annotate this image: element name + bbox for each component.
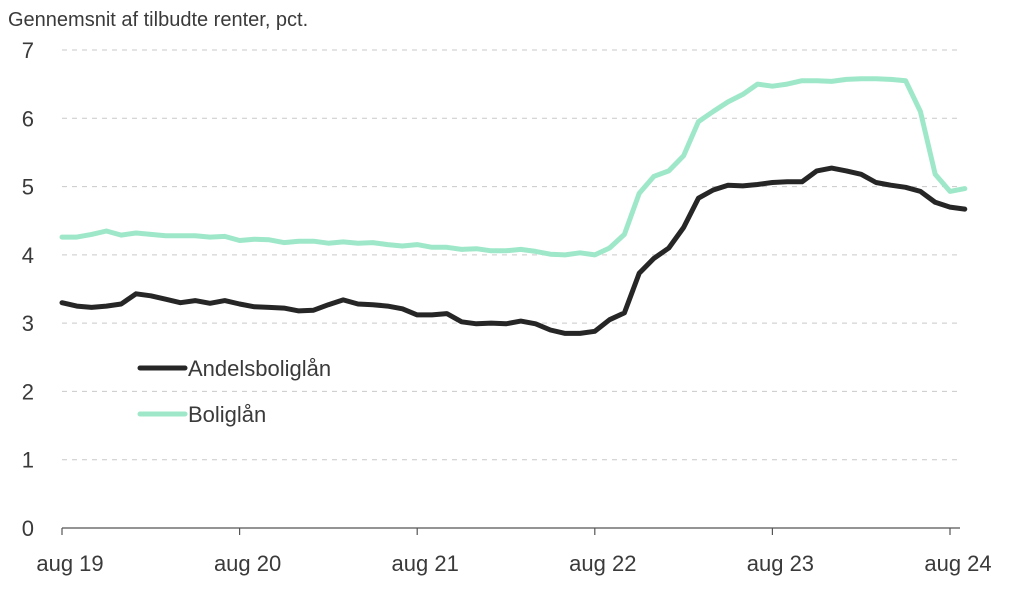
y-tick-label: 2: [22, 379, 34, 404]
y-tick-label: 5: [22, 175, 34, 200]
grid: [62, 49, 960, 461]
legend: Andelsboliglån Boliglån: [137, 356, 331, 427]
y-tick-label: 0: [22, 516, 34, 541]
series-line-andelsboliglaan: [59, 165, 968, 336]
x-tick-label: aug 22: [569, 551, 636, 576]
x-tick-label: aug 19: [36, 551, 103, 576]
x-tick-label: aug 21: [392, 551, 459, 576]
y-tick-label: 7: [22, 38, 34, 63]
axes: 0 1 2 3 4 5 6 7 aug 19 aug 20 aug 21 aug 22 aug 23 au…: [22, 38, 992, 576]
y-tick-label: 1: [22, 448, 34, 473]
legend-label-boliglaan: Boliglån: [188, 402, 266, 427]
series-line-boliglaan: [59, 76, 968, 258]
x-tick-label: aug 24: [924, 551, 991, 576]
y-tick-label: 6: [22, 106, 34, 131]
legend-label-andelsboliglaan: Andelsboliglån: [188, 356, 331, 381]
y-tick-label: 3: [22, 311, 34, 336]
x-tick-label: aug 23: [747, 551, 814, 576]
x-tick-label: aug 20: [214, 551, 281, 576]
series: [59, 76, 968, 336]
chart-subtitle: Gennemsnit af tilbudte renter, pct.: [8, 9, 308, 31]
y-tick-label: 4: [22, 243, 34, 268]
